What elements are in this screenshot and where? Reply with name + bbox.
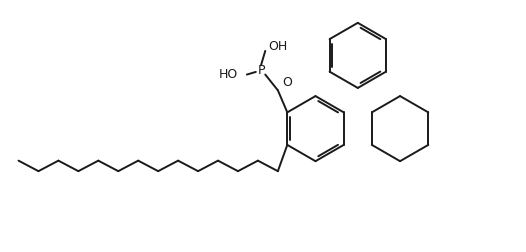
Text: OH: OH [268,40,287,53]
Text: O: O [282,76,292,89]
Text: HO: HO [219,68,238,81]
Text: P: P [257,64,265,77]
